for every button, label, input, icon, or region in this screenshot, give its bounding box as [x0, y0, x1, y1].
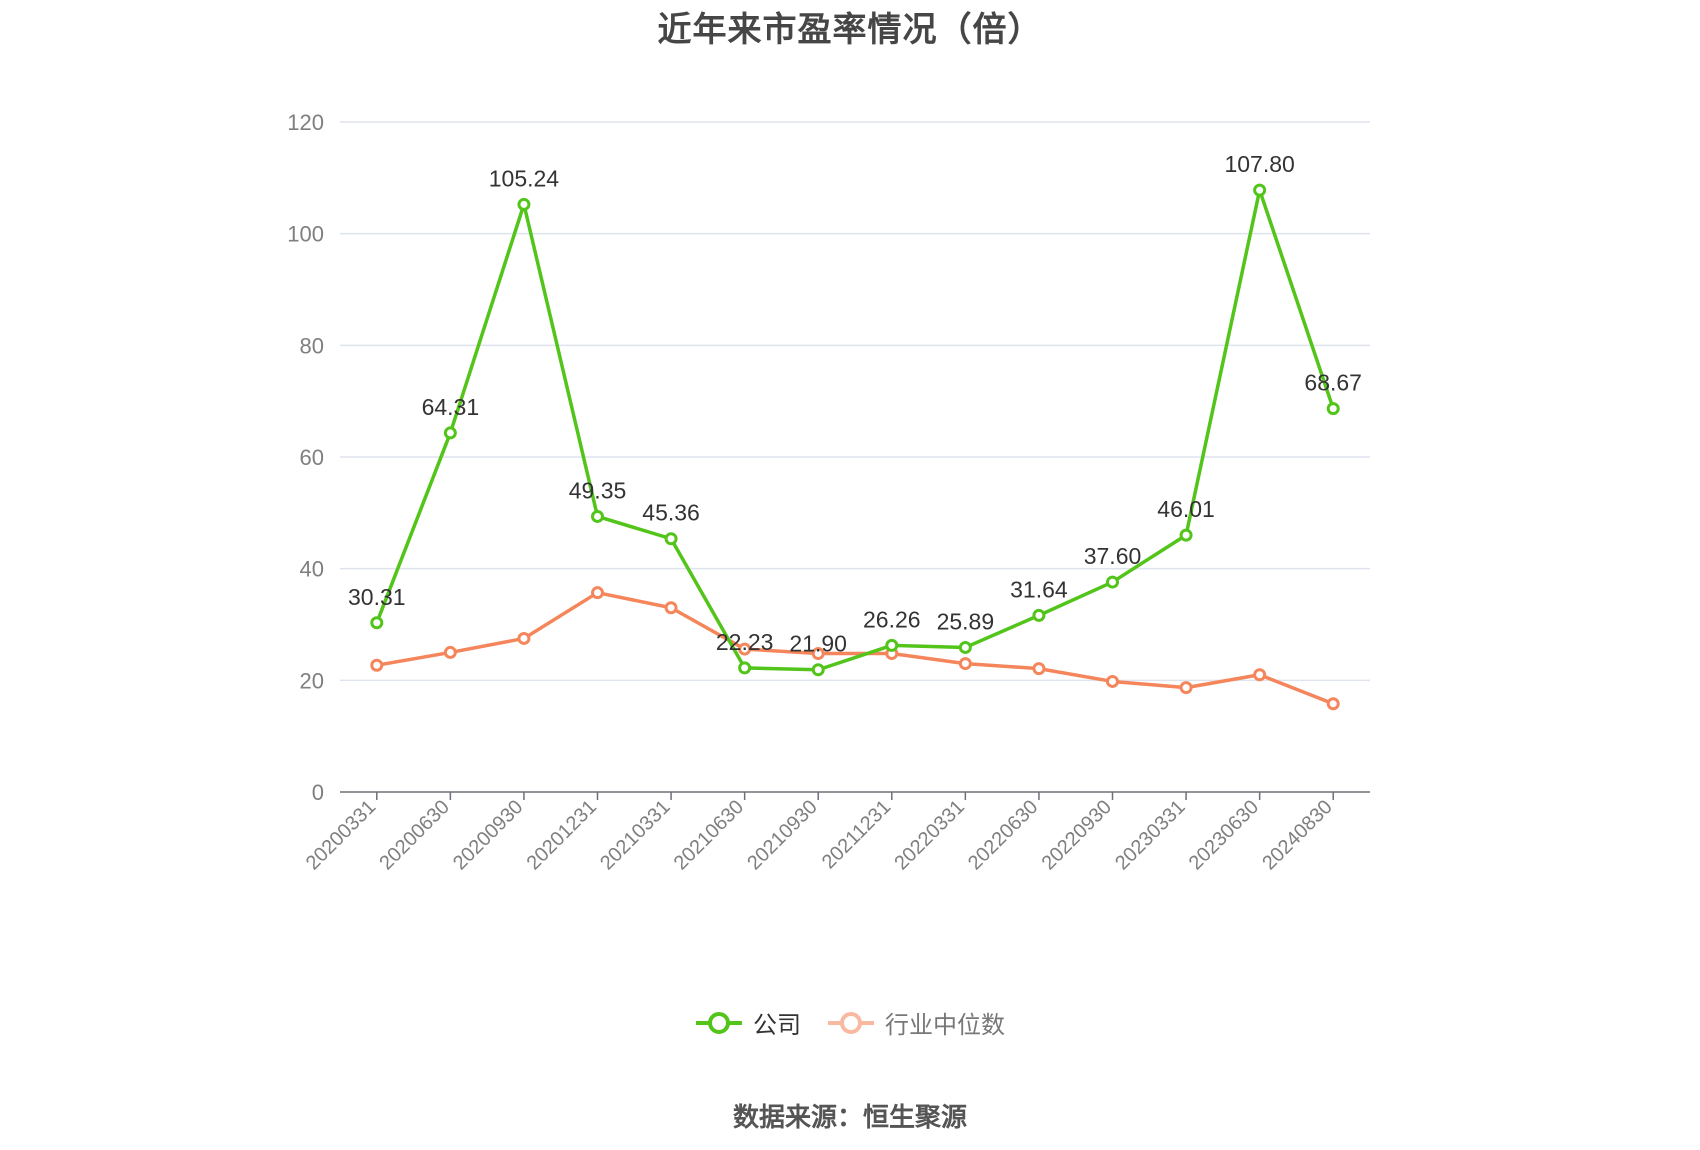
data-point-company — [738, 661, 752, 675]
data-label-company: 21.90 — [789, 631, 847, 657]
data-point-industry — [443, 645, 457, 659]
data-point-industry — [1032, 662, 1046, 676]
data-point-company — [1106, 575, 1119, 589]
x-tick-label: 20210630 — [670, 796, 748, 874]
data-label-company: 26.26 — [863, 606, 921, 632]
data-point-industry — [517, 631, 531, 645]
data-point-company — [591, 509, 604, 523]
data-point-company — [885, 638, 899, 652]
data-point-company — [370, 616, 384, 630]
x-tick-label: 20230331 — [1111, 796, 1189, 874]
x-tick-label: 20240830 — [1258, 796, 1336, 874]
data-point-industry — [591, 586, 604, 600]
chart-title: 近年来市盈率情况（倍） — [657, 10, 1043, 50]
legend-label-company: 公司 — [753, 1011, 801, 1039]
data-label-company: 30.31 — [348, 584, 406, 610]
data-label-company: 37.60 — [1084, 543, 1142, 569]
data-label-company: 68.67 — [1304, 370, 1362, 396]
data-point-industry — [1179, 681, 1193, 695]
x-tick-label: 20230630 — [1185, 796, 1263, 874]
legend-item-company[interactable]: 公司 — [695, 1005, 801, 1040]
data-label-company: 105.24 — [489, 165, 560, 191]
legend-industry-line-icon — [828, 1011, 874, 1034]
x-tick-label: 20210930 — [743, 796, 821, 874]
data-label-company: 46.01 — [1157, 496, 1215, 522]
series-line-industry — [375, 590, 1335, 706]
x-tick-label: 20211231 — [818, 796, 895, 873]
legend-label-industry: 行业中位数 — [885, 1011, 1005, 1039]
data-label-company: 49.35 — [569, 477, 627, 503]
legend-company-line-icon — [696, 1011, 742, 1034]
data-point-company — [664, 532, 678, 546]
data-point-company — [443, 426, 457, 440]
data-point-company — [1032, 608, 1046, 622]
x-tick-label: 20200331 — [302, 796, 380, 874]
data-label-company: 64.31 — [422, 394, 480, 420]
x-tick-label: 20220630 — [964, 796, 1042, 874]
data-label-company: 31.64 — [1010, 576, 1068, 602]
data-source: 数据来源：恒生聚源 — [732, 1103, 967, 1133]
axes: 0204060801001202020033120200630202009302… — [287, 110, 1370, 874]
x-tick-label: 20200930 — [449, 796, 527, 874]
data-point-industry — [738, 642, 752, 656]
y-tick-label: 60 — [300, 445, 324, 470]
data-point-industry — [1253, 668, 1267, 682]
data-point-company — [958, 640, 972, 654]
y-tick-label: 20 — [300, 668, 324, 693]
data-point-industry — [958, 657, 972, 671]
data-point-industry — [1106, 674, 1119, 688]
data-label-company: 45.36 — [642, 500, 700, 526]
data-point-company — [1253, 183, 1267, 197]
data-point-company — [517, 197, 531, 211]
x-tick-label: 20200630 — [375, 796, 453, 874]
data-label-company: 25.89 — [937, 608, 995, 634]
y-tick-label: 0 — [312, 780, 324, 805]
x-tick-label: 20201231 — [523, 796, 601, 874]
data-point-industry — [370, 658, 384, 672]
series — [370, 183, 1340, 711]
x-tick-label: 20220331 — [890, 796, 968, 874]
y-tick-label: 80 — [300, 333, 324, 358]
y-tick-label: 40 — [300, 557, 324, 582]
y-tick-label: 100 — [287, 222, 324, 247]
data-point-industry — [1326, 697, 1340, 711]
data-label-company: 107.80 — [1224, 151, 1294, 177]
y-tick-label: 120 — [287, 110, 324, 135]
legend: 公司 行业中位数 — [0, 1005, 1700, 1040]
data-point-company — [811, 663, 825, 677]
x-tick-label: 20220930 — [1038, 796, 1116, 874]
legend-item-industry[interactable]: 行业中位数 — [827, 1005, 1005, 1040]
data-point-company — [1326, 402, 1340, 416]
data-label-company: 22.23 — [716, 629, 774, 655]
x-tick-label: 20210331 — [596, 796, 674, 874]
data-point-company — [1179, 528, 1193, 542]
series-line-company — [375, 188, 1335, 672]
data-labels: 30.31 64.31 105.24 49.35 45.36 22.23 21.90 26.2… — [348, 151, 1362, 657]
data-point-industry — [811, 647, 825, 661]
grid-lines — [340, 121, 1370, 682]
data-point-industry — [664, 601, 678, 615]
